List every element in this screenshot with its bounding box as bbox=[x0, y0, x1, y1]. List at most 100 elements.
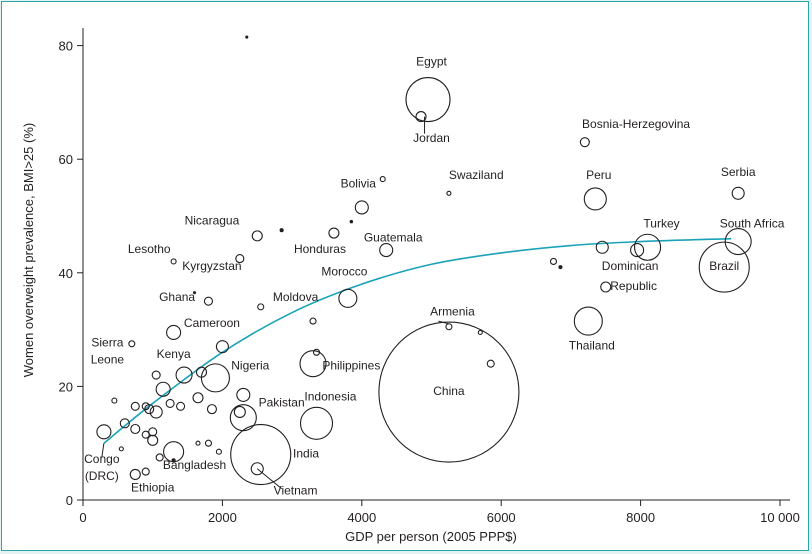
label-kyrgyzstan: Kyrgyzstan bbox=[182, 259, 241, 273]
label-drc: (DRC) bbox=[85, 469, 119, 483]
bubble bbox=[630, 243, 645, 258]
bubble bbox=[558, 265, 563, 270]
label-bangladesh: Bangladesh bbox=[163, 458, 226, 472]
bubble bbox=[204, 439, 213, 447]
label-egypt: Egypt bbox=[416, 54, 447, 68]
x-tick-label: 4000 bbox=[347, 510, 376, 525]
bubble bbox=[549, 257, 558, 265]
leader-line bbox=[438, 320, 450, 325]
bubble-bolivia bbox=[354, 200, 369, 215]
x-tick-label: 2000 bbox=[208, 510, 237, 525]
label-armenia: Armenia bbox=[430, 304, 475, 318]
label-honduras: Honduras bbox=[294, 242, 346, 256]
label-republic: Republic bbox=[610, 279, 657, 293]
label-brazil: Brazil bbox=[709, 259, 739, 273]
bubble-swaziland bbox=[446, 190, 452, 196]
bubble-philippines bbox=[299, 350, 327, 378]
bubble bbox=[118, 446, 124, 452]
bubble bbox=[235, 254, 245, 264]
bubble bbox=[147, 434, 159, 446]
label-vietnam: Vietnam bbox=[274, 483, 318, 497]
trend-line-group bbox=[103, 237, 732, 444]
bubble-dominican-republic bbox=[600, 281, 612, 293]
bubble bbox=[279, 228, 284, 233]
label-peru: Peru bbox=[586, 168, 611, 182]
bubble-ghana bbox=[166, 324, 182, 340]
bubble bbox=[595, 240, 609, 254]
bubble bbox=[144, 404, 155, 415]
bubble-turkey bbox=[634, 233, 662, 261]
bubble bbox=[477, 329, 483, 335]
bubble bbox=[206, 404, 217, 415]
label-kenya: Kenya bbox=[157, 347, 191, 361]
y-tick-label: 0 bbox=[66, 493, 73, 508]
bubble bbox=[155, 453, 164, 462]
bubble bbox=[151, 370, 161, 380]
label-lesotho: Lesotho bbox=[128, 242, 171, 256]
bubble bbox=[309, 317, 317, 325]
label-philippines: Philippines bbox=[322, 358, 380, 372]
x-tick-label: 0 bbox=[79, 510, 86, 525]
label-nigeria: Nigeria bbox=[231, 358, 269, 372]
label-ethiopia: Ethiopia bbox=[131, 480, 175, 494]
label-congo: Congo bbox=[84, 452, 120, 466]
axes-group: 0 2000 4000 6000 8000 10 000 0 20 40 60 80 bbox=[59, 28, 800, 525]
bubble-indonesia bbox=[299, 406, 334, 440]
bubble-sierra-leone bbox=[128, 340, 136, 348]
bubble-cameroon bbox=[215, 340, 229, 354]
bubble-bosnia-herzegovina bbox=[579, 137, 590, 148]
label-bosnia-herzegovina: Bosnia-Herzegovina bbox=[582, 117, 690, 131]
bubble bbox=[215, 448, 222, 455]
label-ghana: Ghana bbox=[159, 290, 195, 304]
bubble bbox=[111, 397, 118, 404]
bubble bbox=[192, 392, 204, 404]
bubble-brazil bbox=[698, 241, 750, 293]
bubble bbox=[130, 401, 140, 411]
bubble bbox=[141, 467, 150, 476]
bubble-guatemala bbox=[379, 243, 394, 258]
label-indonesia: Indonesia bbox=[304, 390, 356, 404]
bubble bbox=[195, 366, 208, 378]
label-guatemala: Guatemala bbox=[364, 231, 423, 245]
bubble-peru bbox=[583, 187, 607, 211]
bubble-moldova bbox=[257, 303, 265, 311]
label-sierra: Sierra bbox=[91, 336, 123, 350]
x-axis-title: GDP per person (2005 PPP$) bbox=[345, 529, 517, 544]
bubble bbox=[155, 381, 171, 397]
bubble-thailand bbox=[573, 306, 603, 336]
bubble-egypt bbox=[405, 77, 451, 123]
label-turkey: Turkey bbox=[643, 216, 679, 230]
bubble bbox=[349, 219, 354, 224]
bubble bbox=[236, 387, 251, 402]
y-tick-label: 20 bbox=[59, 379, 73, 394]
bubble bbox=[195, 440, 201, 446]
bubble-vietnam bbox=[250, 462, 264, 476]
bubble-india bbox=[230, 424, 292, 486]
bubble-kenya bbox=[175, 366, 193, 384]
label-moldova: Moldova bbox=[273, 290, 319, 304]
label-south-africa: South Africa bbox=[720, 216, 785, 230]
bubble-serbia bbox=[731, 186, 745, 200]
bubble bbox=[171, 458, 176, 463]
x-tick-label: 10 000 bbox=[760, 510, 800, 525]
label-jordan: Jordan bbox=[413, 131, 450, 145]
label-china: China bbox=[433, 384, 465, 398]
bubbles-group bbox=[96, 35, 752, 490]
bubble-china bbox=[378, 321, 520, 463]
bubble-morocco bbox=[338, 288, 358, 308]
bubble-nigeria bbox=[200, 363, 230, 393]
bubble bbox=[245, 35, 249, 39]
bubble bbox=[312, 348, 321, 356]
bubble bbox=[130, 423, 141, 435]
bubble bbox=[148, 427, 158, 437]
x-tick-label: 6000 bbox=[487, 510, 516, 525]
y-tick-label: 60 bbox=[59, 152, 73, 167]
bubble bbox=[192, 291, 197, 295]
label-india: India bbox=[293, 446, 319, 460]
bubble-honduras bbox=[328, 227, 340, 239]
bubble bbox=[119, 418, 130, 429]
label-swaziland: Swaziland bbox=[449, 168, 504, 182]
trend-line bbox=[103, 237, 732, 444]
